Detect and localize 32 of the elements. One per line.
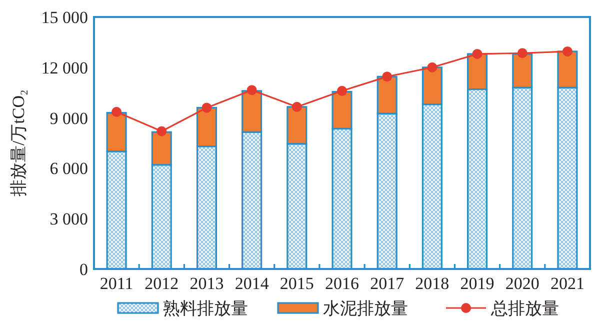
- y-axis-title: 排放量/万tCO₂: [9, 90, 28, 196]
- y-tick-label: 9 000: [50, 108, 88, 128]
- y-tick-label: 12 000: [41, 58, 88, 78]
- y-tick-label: 6 000: [50, 159, 88, 178]
- x-tick-label: 2014: [234, 274, 270, 293]
- point: [337, 86, 347, 96]
- x-tick-label: 2013: [190, 274, 224, 293]
- legend-label: 总排放量: [490, 299, 559, 318]
- x-tick-label: 2020: [505, 274, 540, 293]
- point: [156, 126, 167, 136]
- x-tick-label: 2017: [370, 274, 405, 293]
- point: [292, 102, 302, 112]
- point: [112, 106, 122, 117]
- x-tick-label: 2015: [280, 274, 314, 293]
- y-tick-label: 3 000: [50, 210, 88, 229]
- x-tick-label: 2018: [415, 274, 450, 293]
- x-tick-label: 2019: [460, 274, 494, 293]
- point: [472, 48, 482, 59]
- x-tick-label: 2016: [325, 274, 359, 293]
- point: [562, 46, 572, 56]
- point: [382, 72, 392, 82]
- legend-label: 熟料排放量: [163, 299, 248, 318]
- x-tick-label: 2011: [100, 274, 134, 293]
- point: [427, 62, 438, 72]
- y-tick-label: 0: [80, 260, 88, 279]
- x-tick-label: 2012: [144, 274, 179, 293]
- point: [517, 48, 528, 58]
- point: [246, 85, 257, 96]
- point: [202, 102, 212, 113]
- legend-label: 水泥排放量: [323, 299, 408, 318]
- y-tick-label: 15 000: [41, 8, 88, 27]
- x-tick-label: 2021: [550, 274, 584, 293]
